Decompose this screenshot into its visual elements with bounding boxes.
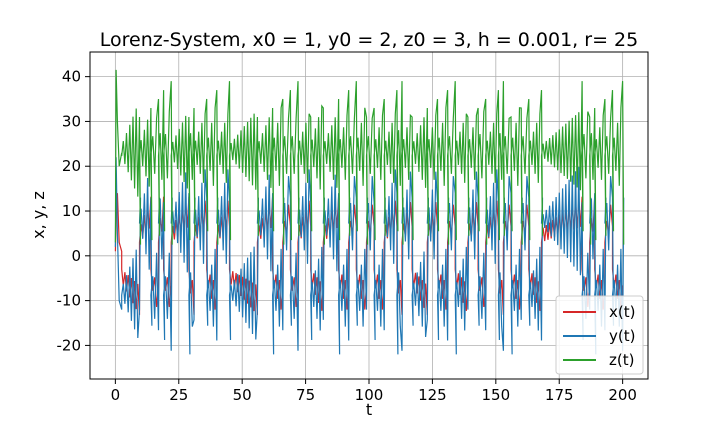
x-tick-label: 175 — [545, 386, 574, 404]
y-tick-label: 20 — [62, 157, 81, 175]
y-tick-label: 0 — [71, 247, 81, 265]
y-tick-label: -10 — [57, 292, 82, 310]
x-tick-label: 125 — [418, 386, 447, 404]
x-tick-label: 25 — [169, 386, 188, 404]
legend: x(t) y(t) z(t) — [555, 295, 644, 375]
y-tick-label: -20 — [57, 336, 82, 354]
y-tick-label: 10 — [62, 202, 81, 220]
legend-label: z(t) — [609, 351, 634, 369]
x-axis-ticks: 0 25 50 75 100 125 150 175 200 — [111, 379, 637, 404]
x-tick-label: 200 — [608, 386, 637, 404]
x-tick-label: 100 — [355, 386, 384, 404]
legend-box — [555, 295, 644, 375]
chart-title: Lorenz-System, x0 = 1, y0 = 2, z0 = 3, h… — [100, 29, 638, 51]
legend-label: y(t) — [609, 327, 635, 345]
x-axis-label: t — [366, 400, 372, 419]
x-tick-label: 75 — [296, 386, 315, 404]
y-tick-label: 30 — [62, 112, 81, 130]
x-tick-label: 0 — [111, 386, 121, 404]
y-tick-label: 40 — [62, 68, 81, 86]
legend-label: x(t) — [609, 303, 635, 321]
y-axis-label: x, y, z — [29, 191, 48, 239]
series-line-y — [114, 157, 625, 355]
plot-area — [114, 69, 625, 355]
x-tick-label: 150 — [481, 386, 510, 404]
series-line-z — [114, 69, 625, 245]
y-axis-ticks: -20 -10 0 10 20 30 40 — [57, 68, 90, 354]
x-tick-label: 50 — [233, 386, 252, 404]
